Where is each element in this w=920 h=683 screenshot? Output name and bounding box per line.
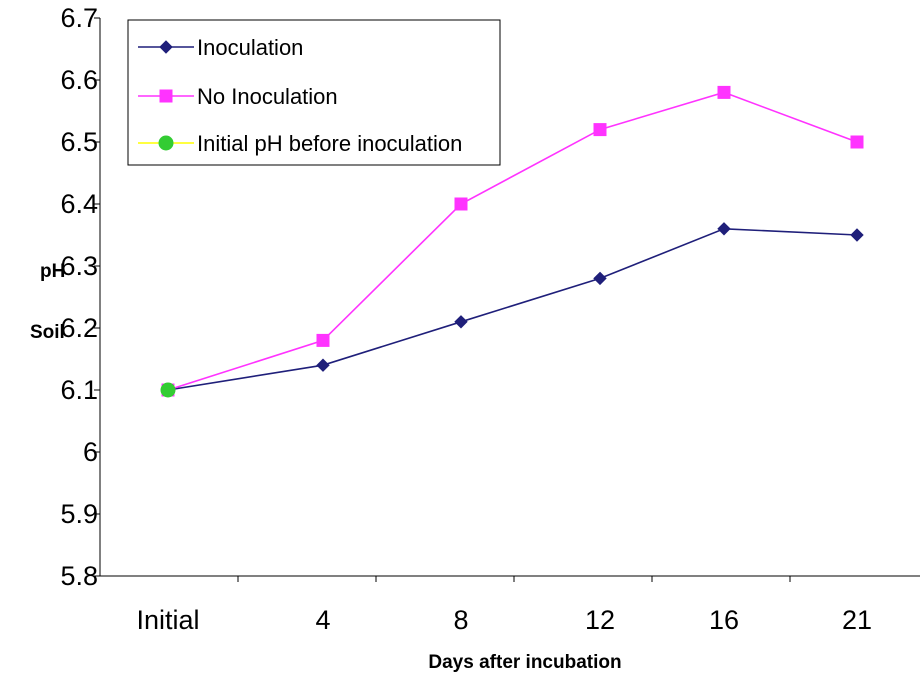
square-marker	[454, 197, 468, 211]
legend-item: Inoculation	[138, 35, 303, 60]
y-axis-label-ph: pH	[40, 261, 65, 282]
legend-label: Inoculation	[197, 35, 303, 60]
series-line	[167, 91, 858, 391]
y-tick-label: 6.1	[60, 375, 98, 405]
legend: Inoculation No Inoculation Initial pH befo…	[127, 19, 501, 166]
x-tick-label: 12	[585, 605, 615, 635]
x-tick-label: 4	[315, 605, 330, 635]
x-axis-title: Days after incubation	[428, 652, 621, 673]
diamond-marker	[717, 222, 731, 236]
legend-item: No Inoculation	[138, 84, 338, 109]
y-tick-label: 6	[83, 437, 98, 467]
y-tick-label: 6.6	[60, 65, 98, 95]
square-marker	[850, 135, 864, 149]
y-tick-label: 5.8	[60, 561, 98, 591]
legend-label: No Inoculation	[197, 84, 338, 109]
x-tick-label: 16	[709, 605, 739, 635]
y-axis-label-soil: Soil	[30, 322, 65, 343]
y-tick-label: 6.4	[60, 189, 98, 219]
x-ticks: Initial 4 8 12 16 21	[136, 576, 872, 635]
x-tick-label: Initial	[136, 605, 199, 635]
circle-marker	[158, 135, 174, 151]
y-tick-label: 5.9	[60, 499, 98, 529]
diamond-marker	[159, 40, 173, 54]
y-tick-label: 6.2	[60, 313, 98, 343]
y-tick-label: 6.5	[60, 127, 98, 157]
square-marker	[717, 85, 731, 99]
diamond-marker	[454, 315, 468, 329]
circle-marker	[160, 382, 176, 398]
series-1	[161, 222, 864, 397]
axes	[99, 18, 920, 577]
square-marker	[593, 123, 607, 137]
legend-box	[127, 19, 501, 166]
x-tick-label: 21	[842, 605, 872, 635]
diamond-marker	[850, 228, 864, 242]
diamond-marker	[316, 358, 330, 372]
series-layer	[160, 85, 864, 398]
square-marker	[159, 89, 173, 103]
y-tick-label: 6.7	[60, 3, 98, 33]
y-ticks: 5.8 5.9 6 6.1 6.2 6.3 6.4 6.5 6.6 6.7	[60, 3, 100, 591]
y-tick-label: 6.3	[60, 251, 98, 281]
diamond-marker	[593, 271, 607, 286]
series-3	[160, 382, 176, 398]
x-tick-label: 8	[453, 605, 468, 635]
square-marker	[316, 333, 330, 347]
legend-label: Initial pH before inoculation	[197, 131, 462, 156]
legend-item: Initial pH before inoculation	[138, 131, 462, 156]
series-line	[167, 227, 858, 391]
